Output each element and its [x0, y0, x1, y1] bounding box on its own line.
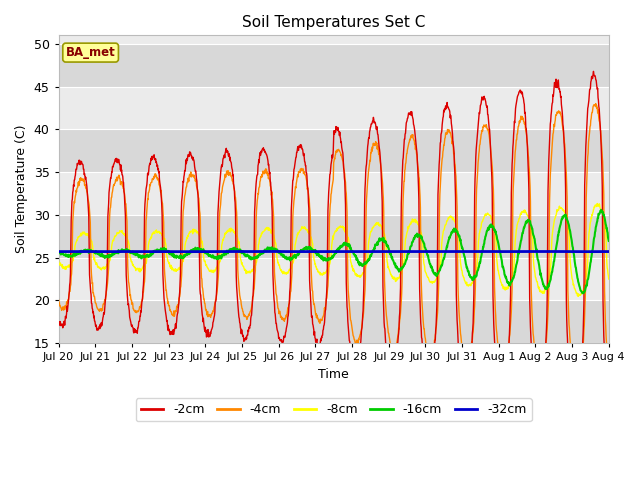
-32cm	[509, 249, 516, 254]
-16cm	[418, 236, 426, 241]
-2cm	[271, 300, 278, 306]
-2cm	[176, 278, 184, 284]
Line: -4cm: -4cm	[59, 104, 609, 382]
Bar	[59, 1, 609, 44]
-8cm	[574, 293, 582, 299]
-32cm	[284, 249, 292, 254]
-2cm	[605, 405, 612, 411]
-8cm	[605, 276, 612, 282]
-8cm	[556, 204, 564, 210]
-2cm	[509, 155, 516, 161]
-32cm	[556, 249, 564, 254]
-16cm	[509, 277, 516, 283]
-16cm	[284, 256, 292, 262]
-2cm	[572, 410, 579, 416]
-2cm	[556, 89, 564, 95]
-2cm	[284, 314, 292, 320]
Bar	[59, 129, 609, 172]
-4cm	[284, 305, 292, 311]
Line: -16cm: -16cm	[59, 210, 609, 293]
-16cm	[55, 249, 63, 254]
Text: BA_met: BA_met	[66, 46, 115, 59]
-4cm	[176, 290, 184, 296]
X-axis label: Time: Time	[318, 368, 349, 381]
-4cm	[592, 101, 600, 107]
-2cm	[589, 69, 597, 74]
-32cm	[271, 249, 278, 254]
Y-axis label: Soil Temperature (C): Soil Temperature (C)	[15, 125, 28, 253]
-8cm	[176, 266, 184, 272]
-32cm	[176, 249, 184, 254]
-2cm	[418, 336, 426, 342]
-16cm	[605, 238, 612, 244]
-8cm	[593, 201, 601, 206]
-8cm	[509, 272, 516, 278]
-32cm	[558, 249, 566, 254]
-32cm	[177, 249, 184, 254]
-4cm	[556, 109, 564, 115]
Line: -2cm: -2cm	[59, 72, 609, 413]
-16cm	[597, 207, 605, 213]
-4cm	[55, 297, 63, 303]
-2cm	[55, 319, 63, 324]
-4cm	[509, 240, 516, 246]
Bar	[59, 215, 609, 258]
Bar	[59, 300, 609, 343]
-8cm	[418, 233, 426, 239]
-16cm	[579, 290, 587, 296]
-32cm	[419, 249, 426, 254]
-16cm	[556, 224, 564, 230]
-4cm	[605, 368, 612, 374]
Bar	[59, 258, 609, 300]
Legend: -2cm, -4cm, -8cm, -16cm, -32cm: -2cm, -4cm, -8cm, -16cm, -32cm	[136, 398, 532, 421]
-16cm	[271, 248, 278, 254]
Title: Soil Temperatures Set C: Soil Temperatures Set C	[242, 15, 426, 30]
-4cm	[574, 379, 582, 384]
Line: -8cm: -8cm	[59, 204, 609, 296]
-8cm	[271, 236, 278, 241]
Bar	[59, 86, 609, 129]
Bar	[59, 172, 609, 215]
-8cm	[55, 258, 63, 264]
Bar	[59, 44, 609, 86]
-4cm	[271, 269, 278, 275]
-32cm	[605, 249, 612, 254]
-8cm	[284, 269, 292, 275]
-16cm	[176, 255, 184, 261]
-4cm	[418, 299, 426, 304]
-32cm	[55, 249, 63, 254]
